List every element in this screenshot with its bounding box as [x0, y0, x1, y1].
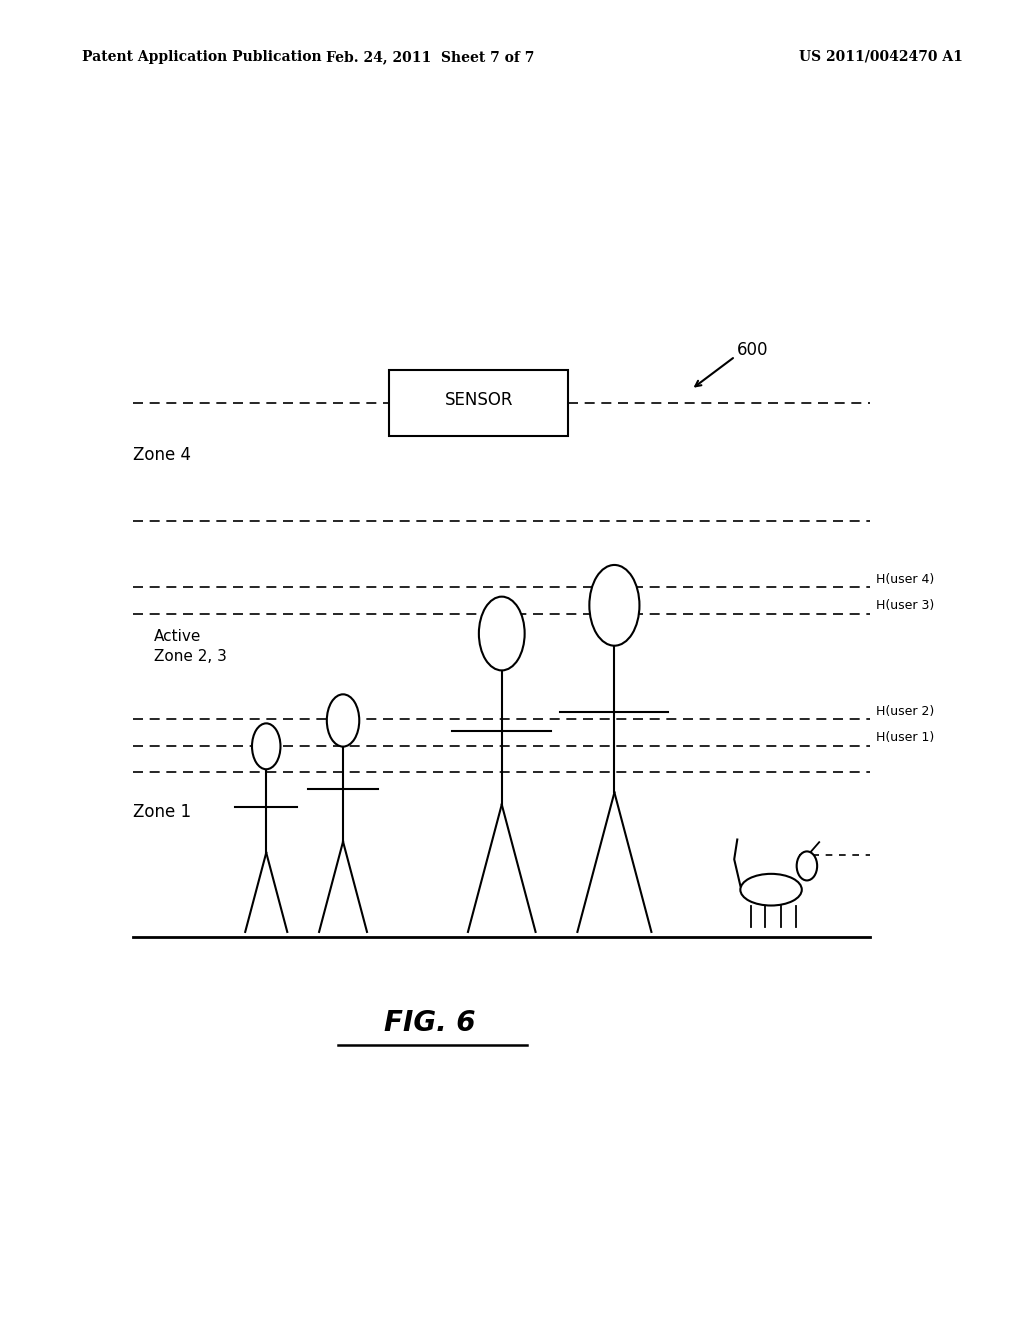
Text: H(user 1): H(user 1) — [876, 731, 934, 744]
Text: Patent Application Publication: Patent Application Publication — [82, 50, 322, 63]
Text: H(user 4): H(user 4) — [876, 573, 934, 586]
Text: US 2011/0042470 A1: US 2011/0042470 A1 — [799, 50, 963, 63]
Text: Zone 1: Zone 1 — [133, 803, 191, 821]
Text: SENSOR: SENSOR — [444, 391, 513, 409]
Ellipse shape — [327, 694, 359, 747]
Ellipse shape — [479, 597, 524, 671]
Text: H(user 2): H(user 2) — [876, 705, 934, 718]
Ellipse shape — [252, 723, 281, 770]
Text: H(user 3): H(user 3) — [876, 599, 934, 612]
Ellipse shape — [740, 874, 802, 906]
Text: 600: 600 — [737, 341, 769, 359]
Text: Active
Zone 2, 3: Active Zone 2, 3 — [154, 630, 226, 664]
FancyBboxPatch shape — [389, 370, 568, 436]
Text: Feb. 24, 2011  Sheet 7 of 7: Feb. 24, 2011 Sheet 7 of 7 — [326, 50, 535, 63]
Ellipse shape — [590, 565, 639, 645]
Text: Zone 4: Zone 4 — [133, 446, 191, 465]
Text: FIG. 6: FIG. 6 — [384, 1008, 476, 1038]
Ellipse shape — [797, 851, 817, 880]
